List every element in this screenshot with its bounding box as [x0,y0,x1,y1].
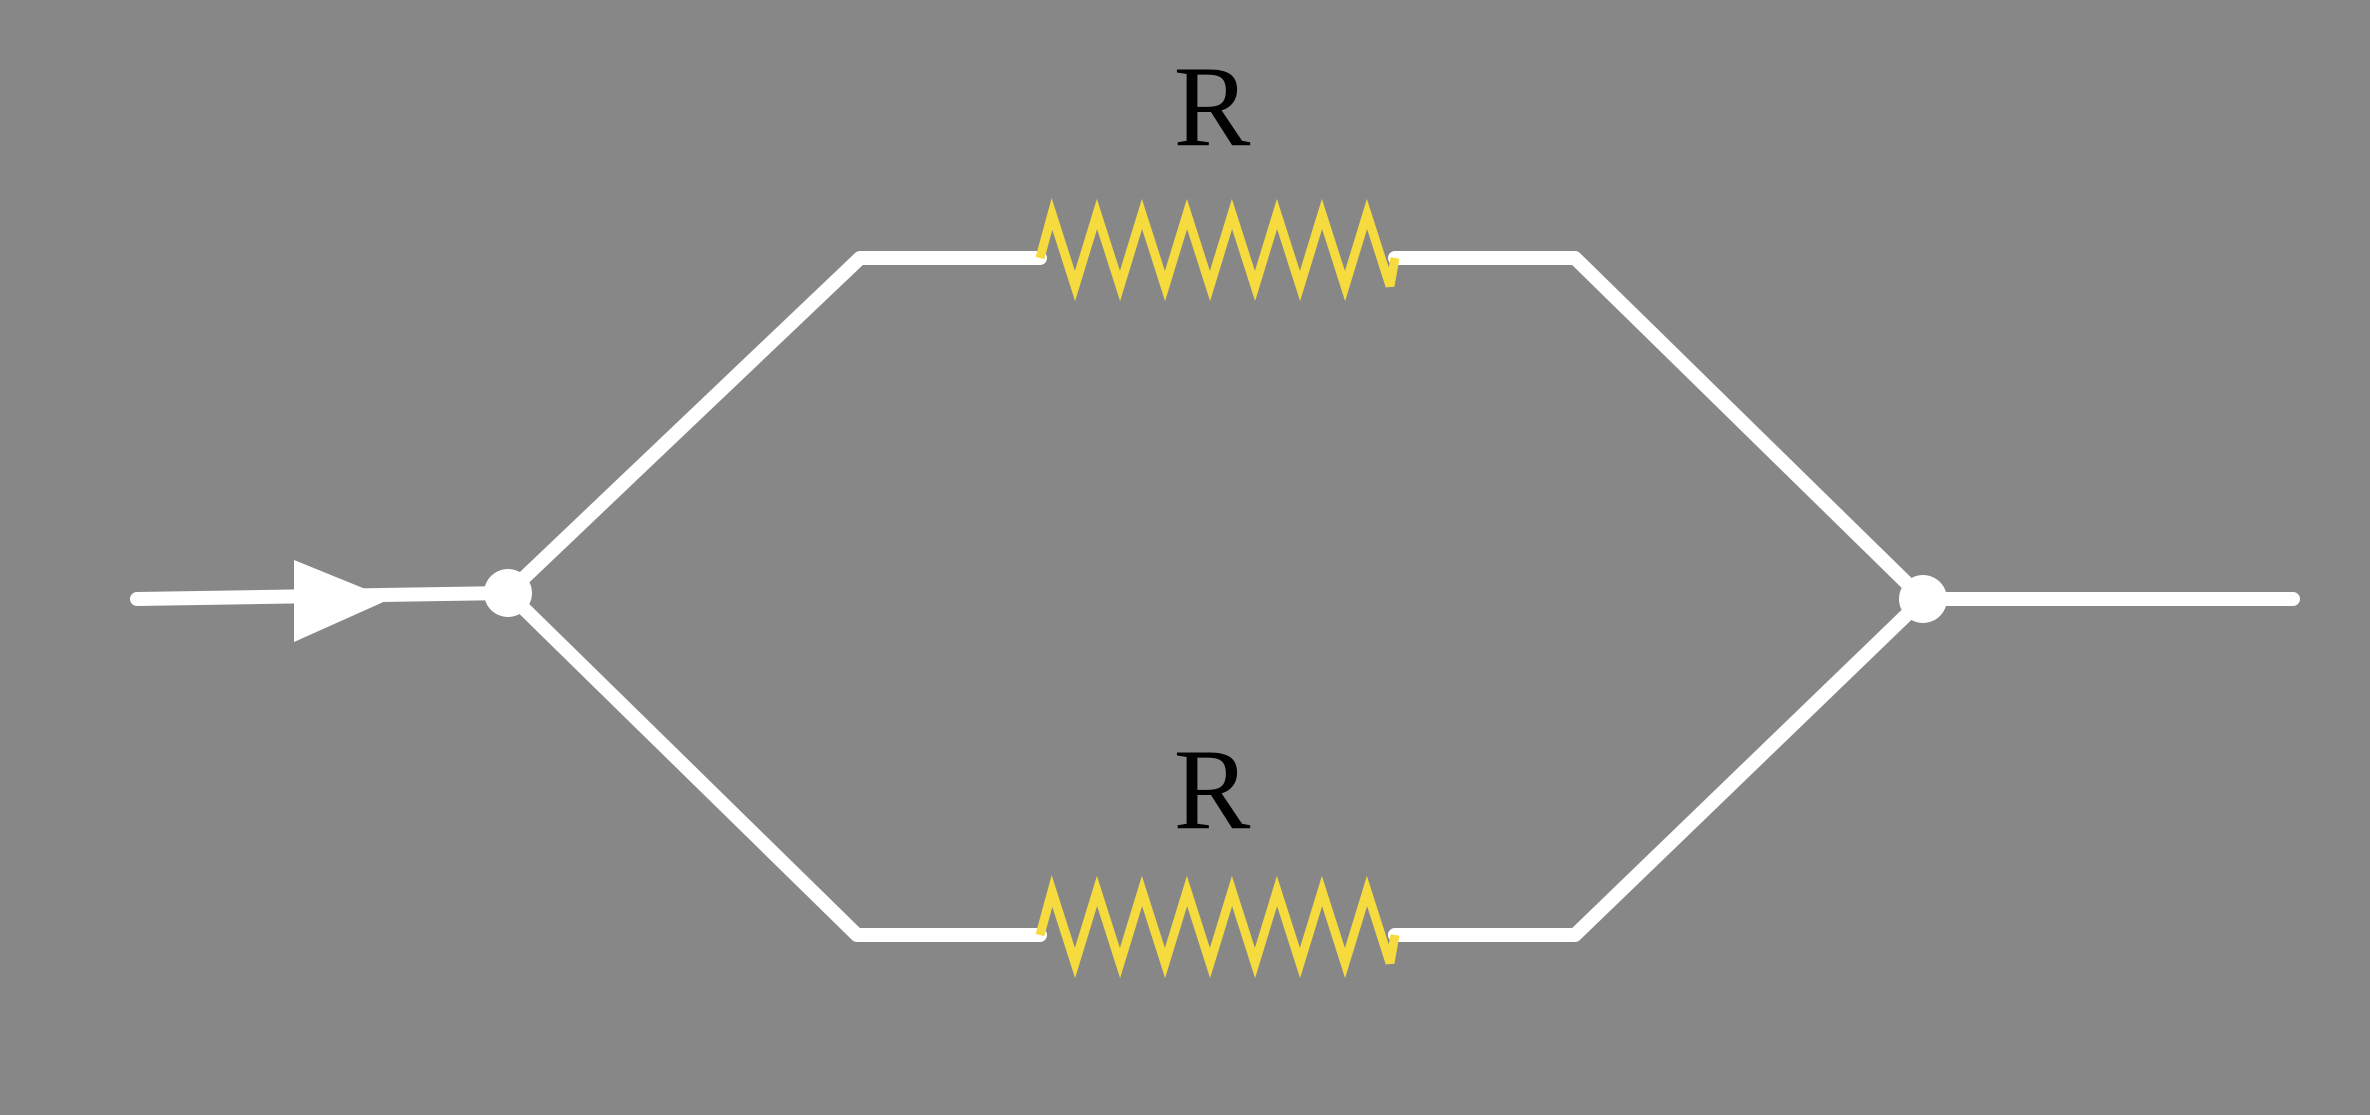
resistor-top [1035,198,1400,302]
top-branch-right-wire [1388,251,1930,606]
current-arrow-icon [294,560,390,642]
resistor-bottom-label: R [1174,726,1251,853]
top-branch-left-wire [501,251,1047,600]
bottom-branch-right-wire [1388,592,1930,942]
left-junction-node [484,569,532,617]
right-junction-node [1899,575,1947,623]
resistor-top-label: R [1174,43,1251,170]
resistor-bottom [1035,875,1400,979]
bottom-branch-left-wire [501,586,1047,942]
